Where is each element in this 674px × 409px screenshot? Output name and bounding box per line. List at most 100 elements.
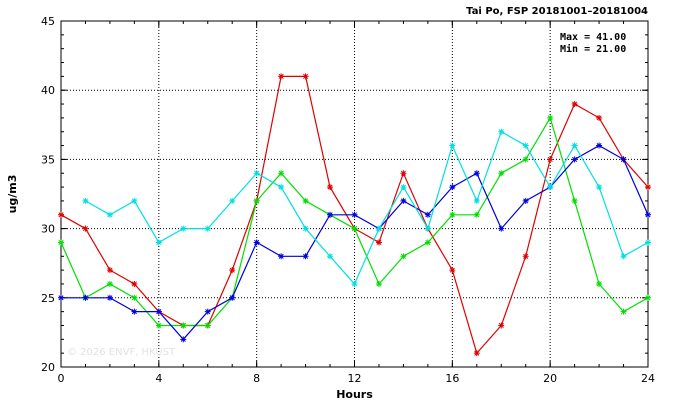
y-axis-label: ug/m3 — [6, 175, 19, 214]
data-point — [253, 170, 260, 177]
data-point — [106, 280, 113, 287]
data-point — [229, 294, 236, 301]
data-point — [645, 184, 651, 191]
data-point — [473, 211, 480, 218]
data-point — [547, 184, 554, 191]
data-point — [82, 197, 89, 204]
data-point — [473, 350, 480, 357]
data-point — [645, 211, 651, 218]
data-point — [620, 253, 627, 260]
watermark: © 2026 ENVF, HKUST — [67, 347, 176, 358]
data-point — [106, 211, 113, 218]
data-point — [204, 308, 211, 315]
data-point — [278, 184, 285, 191]
data-point — [596, 142, 603, 149]
data-point — [302, 197, 309, 204]
data-point — [58, 239, 64, 246]
y-tick-label: 25 — [41, 292, 55, 305]
data-point — [498, 322, 505, 329]
data-point — [473, 170, 480, 177]
data-point — [571, 156, 578, 163]
data-point — [400, 184, 407, 191]
x-tick-label: 0 — [58, 372, 65, 385]
data-point — [131, 197, 138, 204]
chart-title: Tai Po, FSP 20181001–20181004 — [466, 6, 648, 17]
data-point — [498, 128, 505, 135]
series-line — [85, 130, 649, 286]
data-point — [327, 211, 334, 218]
data-point — [180, 225, 187, 232]
data-point — [204, 225, 211, 232]
data-point — [375, 280, 382, 287]
data-point — [131, 280, 138, 287]
data-point — [645, 294, 651, 301]
data-point — [253, 239, 260, 246]
data-point — [375, 225, 382, 232]
data-point — [131, 294, 138, 301]
data-point — [522, 253, 529, 260]
data-point — [645, 239, 651, 246]
series-4 — [82, 128, 651, 287]
x-axis-label: Hours — [336, 388, 373, 401]
data-point — [155, 308, 162, 315]
data-point — [180, 322, 187, 329]
data-point — [620, 308, 627, 315]
data-point — [596, 184, 603, 191]
x-tick-label: 12 — [348, 372, 362, 385]
y-tick-label: 45 — [41, 15, 55, 28]
data-point — [424, 239, 431, 246]
data-point — [571, 142, 578, 149]
data-point — [180, 336, 187, 343]
data-point — [229, 267, 236, 274]
data-point — [375, 239, 382, 246]
data-point — [278, 253, 285, 260]
y-tick-label: 35 — [41, 153, 55, 166]
data-point — [204, 322, 211, 329]
data-point — [82, 294, 89, 301]
max-annotation: Max = 41.00 — [560, 32, 626, 43]
data-point — [498, 225, 505, 232]
data-point — [449, 267, 456, 274]
data-point — [302, 225, 309, 232]
data-point — [155, 322, 162, 329]
data-point — [131, 308, 138, 315]
min-annotation: Min = 21.00 — [560, 43, 626, 55]
data-point — [400, 170, 407, 177]
data-point — [400, 197, 407, 204]
data-point — [498, 170, 505, 177]
data-point — [571, 197, 578, 204]
data-point — [229, 197, 236, 204]
data-point — [278, 170, 285, 177]
data-point — [351, 211, 358, 218]
data-point — [82, 225, 89, 232]
y-tick-label: 40 — [41, 84, 55, 97]
y-tick-label: 20 — [41, 361, 55, 374]
data-point — [620, 156, 627, 163]
data-point — [424, 211, 431, 218]
data-point — [351, 225, 358, 232]
x-tick-label: 4 — [155, 372, 162, 385]
data-point — [155, 239, 162, 246]
data-point — [302, 253, 309, 260]
data-point — [473, 197, 480, 204]
data-point — [253, 197, 260, 204]
x-tick-label: 8 — [253, 372, 260, 385]
y-tick-label: 30 — [41, 223, 55, 236]
data-point — [547, 156, 554, 163]
ticks: 0 4 8 12 16 20 24 20 25 30 35 40 45 — [41, 15, 655, 385]
data-point — [106, 267, 113, 274]
data-point — [522, 156, 529, 163]
data-point — [351, 280, 358, 287]
series-layer — [58, 73, 651, 357]
data-point — [571, 101, 578, 108]
data-point — [302, 73, 309, 80]
data-point — [547, 114, 554, 121]
data-point — [424, 225, 431, 232]
x-tick-label: 24 — [641, 372, 655, 385]
data-point — [327, 184, 334, 191]
data-point — [596, 114, 603, 121]
data-point — [522, 197, 529, 204]
data-point — [58, 211, 64, 218]
x-tick-label: 16 — [445, 372, 459, 385]
